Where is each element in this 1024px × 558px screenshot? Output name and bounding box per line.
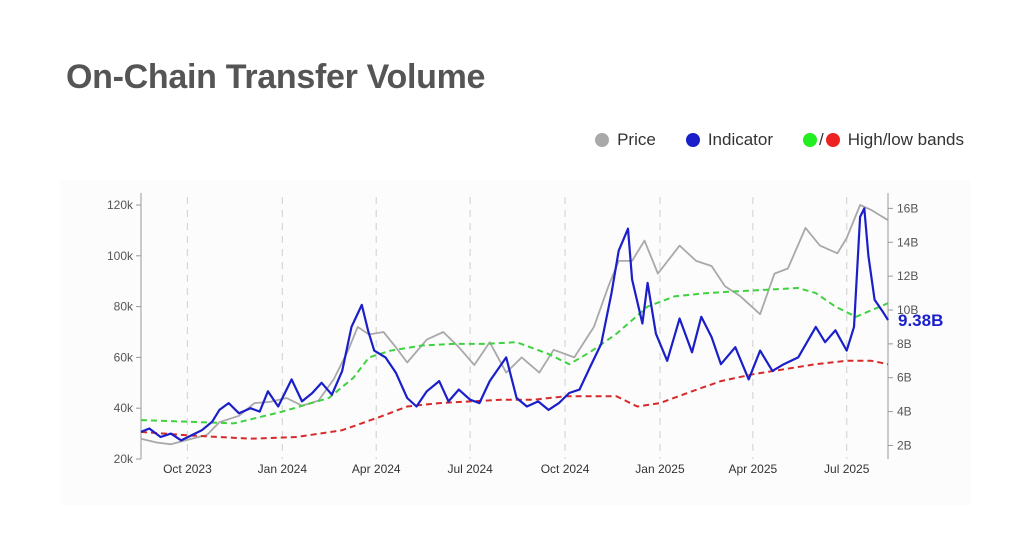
legend-item-bands[interactable]: / High/low bands xyxy=(803,130,964,150)
right-tick-label: 16B xyxy=(897,201,918,215)
series-line-indicator xyxy=(140,207,889,442)
left-tick-label: 40k xyxy=(114,401,134,415)
left-tick-label: 120k xyxy=(107,198,134,212)
right-tick-label: 4B xyxy=(897,405,912,419)
right-tick-label: 2B xyxy=(897,438,912,452)
page-title: On-Chain Transfer Volume xyxy=(66,58,486,96)
legend-indicator-label: Indicator xyxy=(707,130,774,149)
x-tick-label: Oct 2023 xyxy=(163,462,212,476)
legend-bands-separator: / xyxy=(819,130,824,149)
legend-high-band-dot-icon xyxy=(803,133,818,147)
label-layer: 9.38B xyxy=(898,311,943,330)
series-line-high-band xyxy=(140,287,889,425)
legend-bands-label: High/low bands xyxy=(847,130,964,149)
legend-indicator-dot-icon xyxy=(685,133,700,147)
grid-layer xyxy=(186,197,848,459)
series-line-price xyxy=(140,204,889,446)
legend-low-band-dot-icon xyxy=(825,133,840,147)
x-tick-label: Apr 2024 xyxy=(352,462,401,476)
right-tick-label: 10B xyxy=(897,303,918,317)
left-tick-label: 20k xyxy=(114,452,134,466)
legend-item-indicator[interactable]: Indicator xyxy=(685,130,774,150)
right-tick-label: 8B xyxy=(897,337,912,351)
left-tick-label: 60k xyxy=(114,350,134,364)
left-tick-label: 100k xyxy=(107,249,134,263)
legend-price-label: Price xyxy=(617,130,656,149)
series-layer xyxy=(140,204,889,446)
right-tick-label: 14B xyxy=(897,235,918,249)
x-tick-label: Oct 2024 xyxy=(541,462,590,476)
chart-area xyxy=(60,180,970,505)
x-tick-label: Jan 2025 xyxy=(635,462,685,476)
x-tick-label: Jul 2025 xyxy=(824,462,870,476)
legend-price-dot-icon xyxy=(595,133,610,147)
left-tick-label: 80k xyxy=(114,300,134,314)
x-tick-label: Jul 2024 xyxy=(447,462,493,476)
legend-item-price[interactable]: Price xyxy=(595,130,656,150)
series-line-low-band xyxy=(140,359,889,440)
right-tick-label: 12B xyxy=(897,269,918,283)
chart-legend: Price Indicator / High/low bands xyxy=(565,130,964,150)
current-value-label: 9.38B xyxy=(898,311,943,330)
x-tick-label: Apr 2025 xyxy=(728,462,777,476)
x-tick-label: Jan 2024 xyxy=(258,462,308,476)
right-tick-label: 6B xyxy=(897,371,912,385)
axes-layer: Oct 2023 Jan 2024 Apr 2024 Jul 2024 Oct 2024… xyxy=(107,193,918,476)
